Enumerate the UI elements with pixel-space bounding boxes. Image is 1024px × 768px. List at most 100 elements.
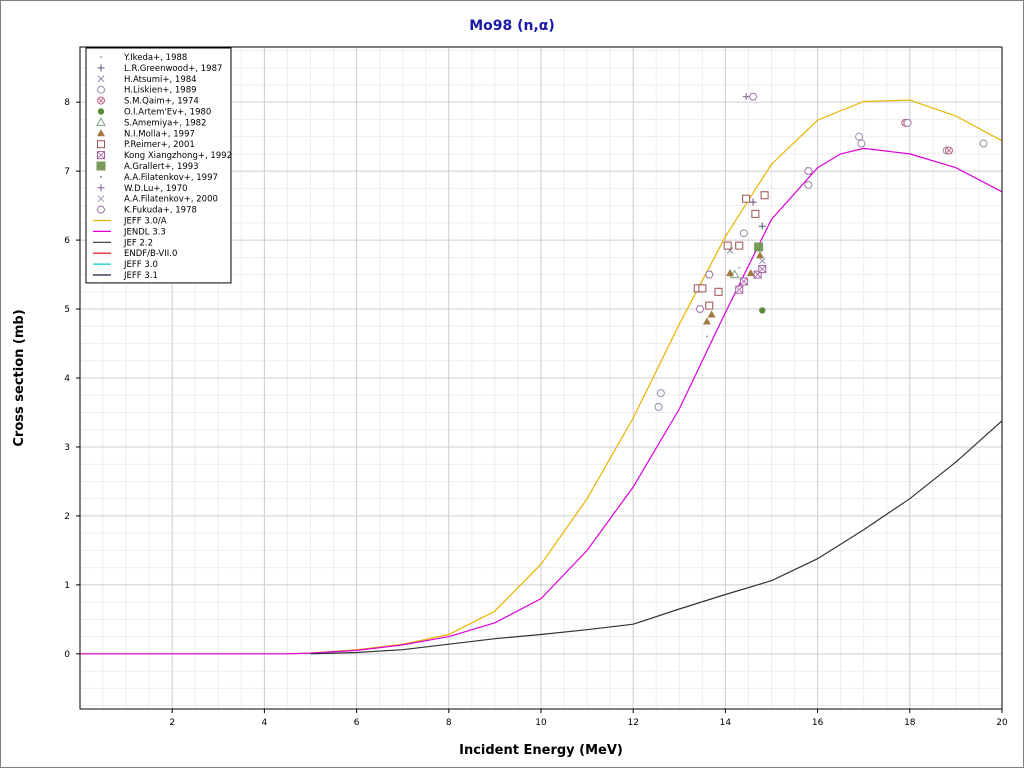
- data-point: [698, 284, 707, 293]
- eval-curves: [80, 99, 1003, 655]
- data-point: [758, 265, 767, 274]
- data-point: [944, 146, 953, 155]
- data-point: [702, 317, 711, 325]
- data-point: [749, 198, 757, 206]
- data-point: [735, 241, 744, 250]
- legend-label: Y.Ikeda+, 1988: [123, 53, 187, 63]
- grid: [79, 47, 1003, 709]
- data-point: [707, 310, 716, 318]
- legend-swatch: [97, 96, 105, 105]
- legend-label: H.Atsumi+, 1984: [124, 75, 197, 85]
- data-point: [754, 242, 764, 252]
- legend-label: A.A.Filatenkov+, 1997: [124, 173, 218, 183]
- legend-box: [85, 47, 232, 284]
- legend-label: A.A.Filatenkov+, 2000: [124, 195, 218, 205]
- data-point: [723, 241, 732, 250]
- data-point: [979, 139, 988, 148]
- data-point: [760, 191, 769, 200]
- y-tick-label: 3: [64, 443, 70, 453]
- legend-swatch: [96, 161, 106, 171]
- y-tick-label: 0: [64, 650, 70, 660]
- x-tick-label: 12: [627, 718, 638, 728]
- data-point: [758, 222, 766, 230]
- data-point: [903, 119, 912, 127]
- legend-label: S.M.Qaim+, 1974: [124, 97, 199, 107]
- legend-swatch: [97, 75, 105, 83]
- data-point: [758, 257, 766, 265]
- x-tick-label: 4: [262, 718, 268, 728]
- chart-title: Mo98 (n,α): [469, 18, 555, 34]
- legend-label: H.Liskien+, 1989: [124, 86, 197, 96]
- data-point: [748, 92, 758, 101]
- data-point: [654, 402, 663, 411]
- legend-swatch: [97, 64, 105, 72]
- legend-swatch: [99, 175, 103, 179]
- legend-label: JENDL 3.3: [123, 227, 166, 237]
- legend-swatch: [96, 117, 106, 126]
- data-point: [705, 301, 714, 310]
- data-point: [804, 167, 813, 175]
- data-point: [738, 266, 741, 269]
- legend-label: JEFF 3.0: [123, 260, 158, 270]
- y-tick-label: 2: [64, 512, 70, 522]
- data-point: [739, 229, 748, 238]
- legend-label: O.I.Artem'Ev+, 1980: [124, 108, 211, 118]
- y-tick-label: 7: [64, 167, 70, 177]
- legend-label: S.Amemiya+, 1982: [124, 118, 206, 128]
- data-point: [751, 209, 760, 218]
- data-point: [739, 277, 748, 286]
- legend-label: N.I.Molla+, 1997: [124, 129, 195, 139]
- x-axis-label: Incident Energy (MeV): [459, 743, 623, 758]
- legend-label: A.Grallert+, 1993: [124, 162, 199, 172]
- x-tick-label: 8: [446, 718, 452, 728]
- legend-label: W.D.Lu+, 1970: [124, 184, 188, 194]
- y-tick-label: 1: [64, 581, 70, 591]
- legend-label: JEFF 3.0/A: [123, 217, 167, 227]
- legend-label: ENDF/B-VII.0: [124, 249, 177, 259]
- data-point: [742, 93, 750, 101]
- series-line: [310, 420, 1003, 655]
- legend-label: L.R.Greenwood+, 1987: [124, 64, 222, 74]
- legend-swatch: [97, 129, 105, 137]
- y-axis-label: Cross section (mb): [12, 309, 27, 446]
- data-point: [755, 251, 764, 259]
- data-point: [759, 307, 766, 314]
- x-tick-label: 14: [720, 718, 732, 728]
- data-point: [746, 269, 755, 277]
- data-point: [705, 335, 709, 338]
- legend-swatch: [97, 140, 105, 149]
- data-point: [735, 285, 744, 294]
- y-tick-label: 4: [64, 374, 70, 384]
- x-tick-label: 10: [535, 718, 547, 728]
- legend-swatch: [97, 108, 105, 115]
- data-point: [726, 269, 735, 277]
- legend-swatch: [97, 151, 105, 160]
- legend-swatch: [96, 205, 106, 214]
- x-tick-label: 18: [904, 718, 916, 728]
- plot-area-border: [79, 46, 1003, 710]
- y-tick-label: 8: [64, 98, 70, 108]
- data-point: [742, 194, 751, 203]
- x-tick-label: 20: [996, 718, 1008, 728]
- data-point: [714, 287, 723, 296]
- legend-label: Kong Xiangzhong+, 1992: [124, 151, 232, 161]
- legend-label: P.Reimer+, 2001: [124, 140, 195, 150]
- y-tick-label: 6: [64, 236, 70, 246]
- data-point: [804, 180, 813, 189]
- data-point: [656, 389, 665, 398]
- x-tick-label: 6: [354, 718, 360, 728]
- legend-swatch: [99, 55, 103, 59]
- legend-label: JEF 2.2: [123, 238, 153, 248]
- legend-swatch: [97, 184, 105, 192]
- y-tick-label: 5: [64, 305, 70, 315]
- legend-swatch: [97, 85, 105, 94]
- legend-swatch: [97, 195, 105, 203]
- data-points: [654, 92, 988, 411]
- x-tick-label: 16: [812, 718, 824, 728]
- data-point: [704, 270, 714, 279]
- data-point: [695, 305, 705, 313]
- legend-label: JEFF 3.1: [123, 271, 158, 281]
